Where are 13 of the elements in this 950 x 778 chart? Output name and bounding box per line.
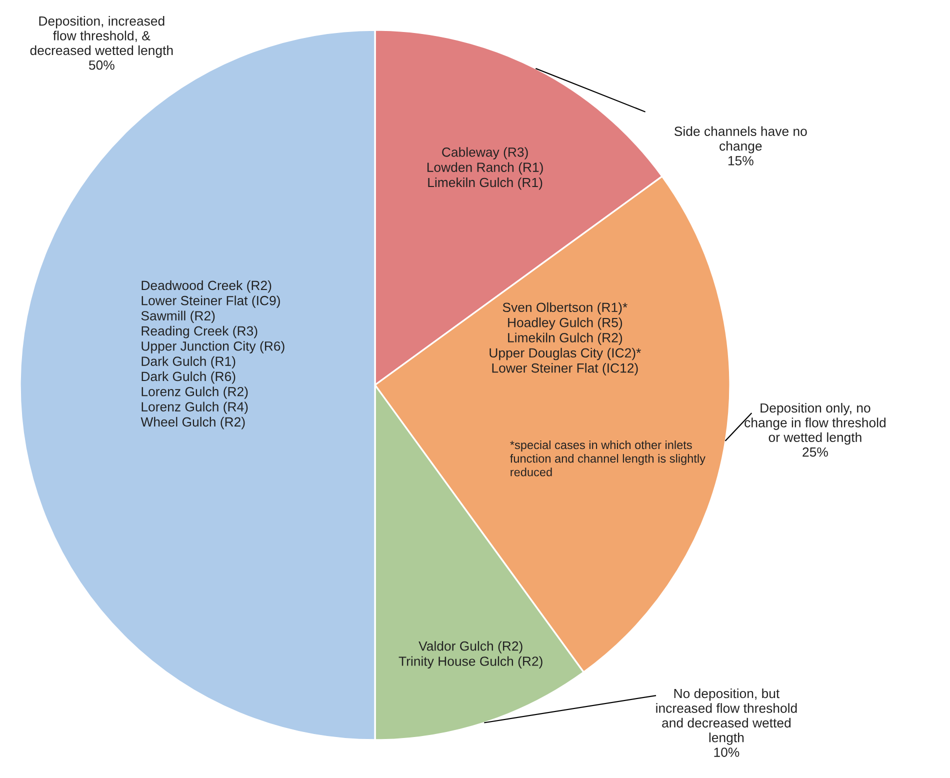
slice-label: Deposition only, no change in flow threshold or wetted length <box>744 402 886 445</box>
data-label: 50% <box>88 60 114 70</box>
text: Cableway (R3) Lowden Ranch (R1) Limekiln Gulch (R1) <box>427 147 543 190</box>
data-label: 15% <box>728 156 754 166</box>
data-label: 25% <box>802 447 828 457</box>
text: *special cases in which other inlets function and channel length is slightly reduced <box>510 440 706 476</box>
slice-label: No deposition, but increased flow threshold and decreased wetted length <box>656 688 797 745</box>
text: Deadwood Creek (R2) Lower Steiner Flat (IC9) Sawmill (R2) Reading Creek (R3) Upper Junction City (R6) Dark Gulch (R1) Dark Gulch (R6) Lorenz Gulch (R2) Lorenz Gulch (R4) Wheel Gulch (R2) <box>140 280 284 430</box>
data-label: 10% <box>714 748 740 757</box>
text: Sven Olbertson (R1)* Hoadley Gulch (R5) Limekiln Gulch (R2) Upper Douglas City (IC2)* Lower Steiner Flat (IC12) <box>490 302 641 376</box>
slice-label: Side channels have no change <box>674 126 807 154</box>
slice-label: Deposition, increased flow threshold, & decreased wetted length <box>30 16 173 58</box>
text: Valdor Gulch (R2) Trinity House Gulch (R2) <box>398 641 542 669</box>
